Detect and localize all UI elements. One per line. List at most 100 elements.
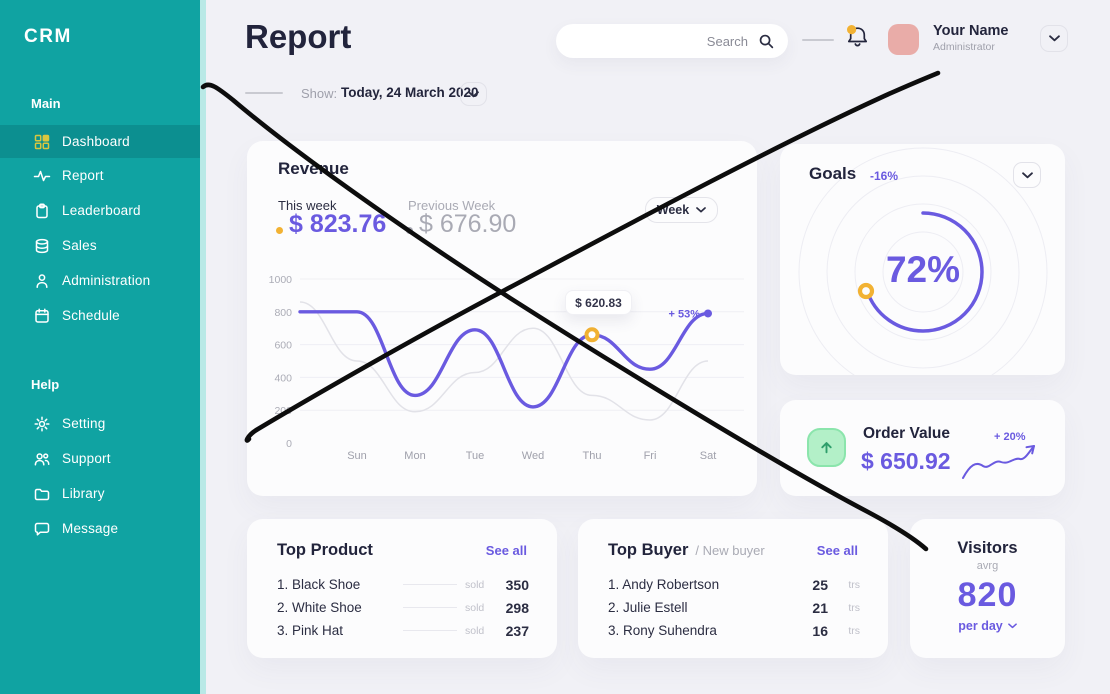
sidebar-section-gap xyxy=(0,333,200,369)
sidebar-item-support[interactable]: Support xyxy=(0,441,200,476)
top-buyer-title: Top Buyer xyxy=(608,541,689,559)
arrow-up-icon xyxy=(807,428,846,467)
message-chat-icon xyxy=(33,520,51,538)
sidebar-item-dashboard[interactable]: Dashboard xyxy=(0,125,200,158)
chart-x-axis-labels: Sun Mon Tue Wed Thu Fri Sat xyxy=(347,450,716,462)
sidebar-item-label: Sales xyxy=(62,238,97,253)
sidebar-item-leaderboard[interactable]: Leaderboard xyxy=(0,193,200,228)
chevron-down-icon xyxy=(1021,171,1033,179)
sidebar-item-library[interactable]: Library xyxy=(0,476,200,511)
transaction-count: 25 xyxy=(812,576,828,593)
x-axis-label: Sun xyxy=(347,450,367,462)
user-avatar[interactable] xyxy=(888,24,919,55)
sidebar-item-label: Administration xyxy=(62,273,151,288)
product-name: 2. White Shoe xyxy=(277,600,362,615)
x-axis-label: Mon xyxy=(404,450,425,462)
sidebar-section-label-main: Main xyxy=(31,96,61,111)
sidebar-item-schedule[interactable]: Schedule xyxy=(0,298,200,333)
top-product-see-all-link[interactable]: See all xyxy=(485,543,527,558)
y-tick-label: 1000 xyxy=(269,274,293,286)
chevron-down-icon xyxy=(468,90,479,98)
header-divider-dash xyxy=(802,39,834,41)
visitors-card: Visitors avrg 820 per day xyxy=(910,519,1065,658)
user-name: Your Name xyxy=(933,23,1009,39)
setting-gear-icon xyxy=(33,415,51,433)
table-row: 2. Julie Estell 21 trs xyxy=(608,596,860,619)
visitors-per-label: per day xyxy=(958,619,1003,633)
sidebar-item-label: Setting xyxy=(62,416,106,431)
revenue-card: Revenue This week $ 823.76 Previous Week… xyxy=(247,141,757,496)
notification-bell-icon[interactable] xyxy=(844,23,871,52)
user-role: Administrator xyxy=(933,41,995,53)
top-product-list: 1. Black Shoe sold 350 2. White Shoe sold 298… xyxy=(277,573,529,642)
leaderboard-clipboard-icon xyxy=(33,202,51,220)
sidebar-item-label: Dashboard xyxy=(62,134,130,149)
sidebar-item-label: Support xyxy=(62,451,111,466)
period-selector-label: Week xyxy=(656,203,690,217)
page-title: Report xyxy=(245,18,352,55)
y-tick-label: 0 xyxy=(286,438,292,450)
x-axis-label: Thu xyxy=(583,450,602,462)
chart-end-delta-label: + 53% xyxy=(669,308,701,320)
goals-chevron-button[interactable] xyxy=(1013,162,1041,188)
administration-user-icon xyxy=(33,272,51,290)
table-row: 1. Black Shoe sold 350 xyxy=(277,573,529,596)
top-buyer-list: 1. Andy Robertson 25 trs 2. Julie Estell 21 t… xyxy=(608,573,860,642)
sidebar-item-message[interactable]: Message xyxy=(0,511,200,546)
order-value-sparkline xyxy=(962,445,1035,479)
this-week-line xyxy=(298,310,710,409)
sales-database-icon xyxy=(33,237,51,255)
app-logo: CRM xyxy=(24,26,72,47)
top-buyer-see-all-link[interactable]: See all xyxy=(816,543,858,558)
date-filter-value[interactable]: Today, 24 March 2020 xyxy=(341,85,479,100)
revenue-line-chart: 0 200 400 600 800 1000 Sun Mon Tue Wed Thu Fri Sat … xyxy=(247,259,757,471)
table-row: 1. Andy Robertson 25 trs xyxy=(608,573,860,596)
search-input[interactable] xyxy=(572,33,758,49)
buyer-name: 2. Julie Estell xyxy=(608,600,688,615)
y-tick-label: 400 xyxy=(274,372,292,384)
sidebar: CRM Main Dashboard Report Leaderboard Sales A… xyxy=(0,0,200,694)
sold-label: sold xyxy=(465,601,485,614)
report-pulse-icon xyxy=(33,167,51,185)
order-value-title: Order Value xyxy=(863,425,951,442)
top-product-title: Top Product xyxy=(277,541,373,559)
x-axis-label: Fri xyxy=(644,450,657,462)
x-axis-label: Tue xyxy=(466,450,485,462)
user-menu-chevron-button[interactable] xyxy=(1040,25,1068,52)
this-week-value: $ 823.76 xyxy=(289,210,387,238)
search-bar[interactable] xyxy=(556,24,788,58)
date-filter-chevron-button[interactable] xyxy=(460,82,487,106)
period-selector-button[interactable]: Week xyxy=(645,197,718,223)
sold-label: sold xyxy=(465,624,485,637)
sidebar-item-report[interactable]: Report xyxy=(0,158,200,193)
chart-highlight-marker[interactable] xyxy=(584,327,600,343)
goals-card: Goals -16% 72% xyxy=(780,144,1065,375)
y-tick-label: 800 xyxy=(274,307,292,319)
chart-y-axis-labels: 0 200 400 600 800 1000 xyxy=(269,274,293,450)
search-icon[interactable] xyxy=(758,33,775,50)
chevron-down-icon xyxy=(696,207,707,213)
schedule-calendar-icon xyxy=(33,307,51,325)
visitors-per-day-dropdown[interactable]: per day xyxy=(958,619,1017,633)
sidebar-item-label: Leaderboard xyxy=(62,203,141,218)
chart-end-dot xyxy=(704,309,712,318)
chart-tooltip: $ 620.83 xyxy=(565,290,632,315)
x-axis-label: Wed xyxy=(522,450,544,462)
previous-week-value: $ 676.90 xyxy=(419,210,517,238)
goals-title: Goals xyxy=(809,164,857,183)
sold-count: 350 xyxy=(505,576,529,593)
sidebar-item-sales[interactable]: Sales xyxy=(0,228,200,263)
this-week-dot xyxy=(276,227,283,234)
goals-delta: -16% xyxy=(870,169,899,183)
table-row: 3. Rony Suhendra 16 trs xyxy=(608,619,860,642)
transaction-count: 16 xyxy=(812,622,828,639)
sidebar-item-setting[interactable]: Setting xyxy=(0,406,200,441)
table-row: 2. White Shoe sold 298 xyxy=(277,596,529,619)
library-folder-icon xyxy=(33,485,51,503)
sold-label: sold xyxy=(465,578,485,591)
visitors-value: 820 xyxy=(957,576,1018,614)
top-buyer-subtitle: / New buyer xyxy=(695,543,765,558)
sidebar-section-label-help: Help xyxy=(31,377,60,392)
sidebar-item-administration[interactable]: Administration xyxy=(0,263,200,298)
